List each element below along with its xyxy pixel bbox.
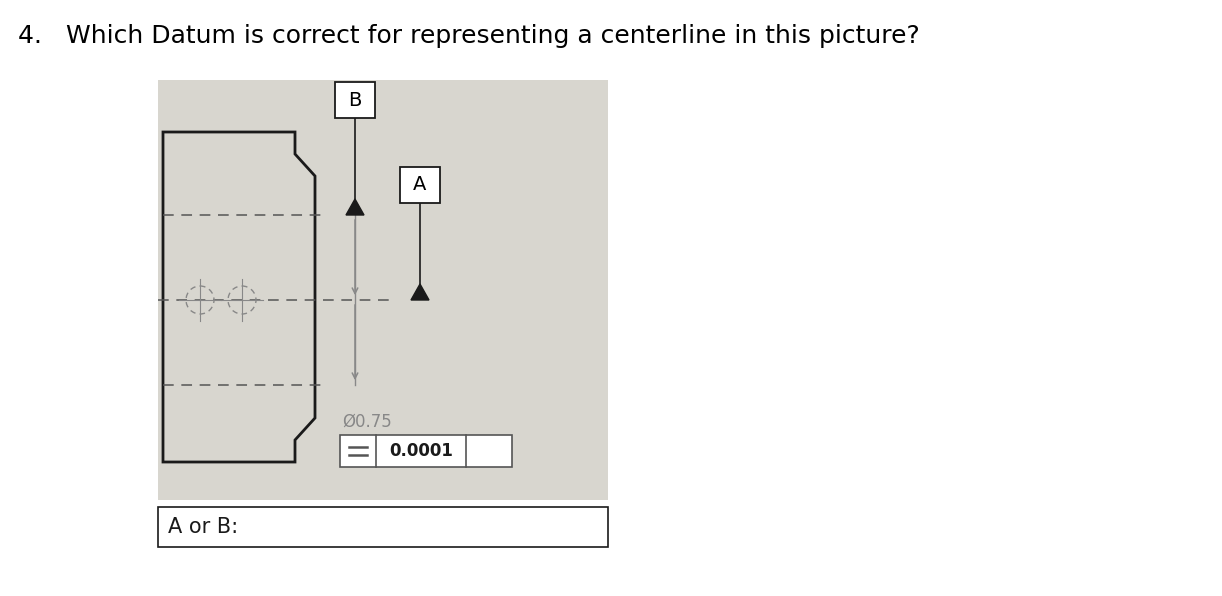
Bar: [335, 82, 375, 118]
Text: 4.   Which Datum is correct for representing a centerline in this picture?: 4. Which Datum is correct for representi…: [18, 24, 920, 48]
Text: 0.0001: 0.0001: [389, 442, 453, 460]
Text: A: A: [413, 175, 426, 194]
Polygon shape: [346, 199, 364, 215]
Bar: [158, 507, 609, 547]
Bar: [158, 80, 609, 500]
Text: A or B:: A or B:: [167, 517, 238, 537]
Bar: [400, 167, 440, 203]
Polygon shape: [411, 284, 429, 300]
Text: B: B: [348, 91, 362, 110]
Bar: [340, 435, 512, 467]
Polygon shape: [163, 132, 315, 462]
Text: Ø0.75: Ø0.75: [342, 413, 392, 431]
